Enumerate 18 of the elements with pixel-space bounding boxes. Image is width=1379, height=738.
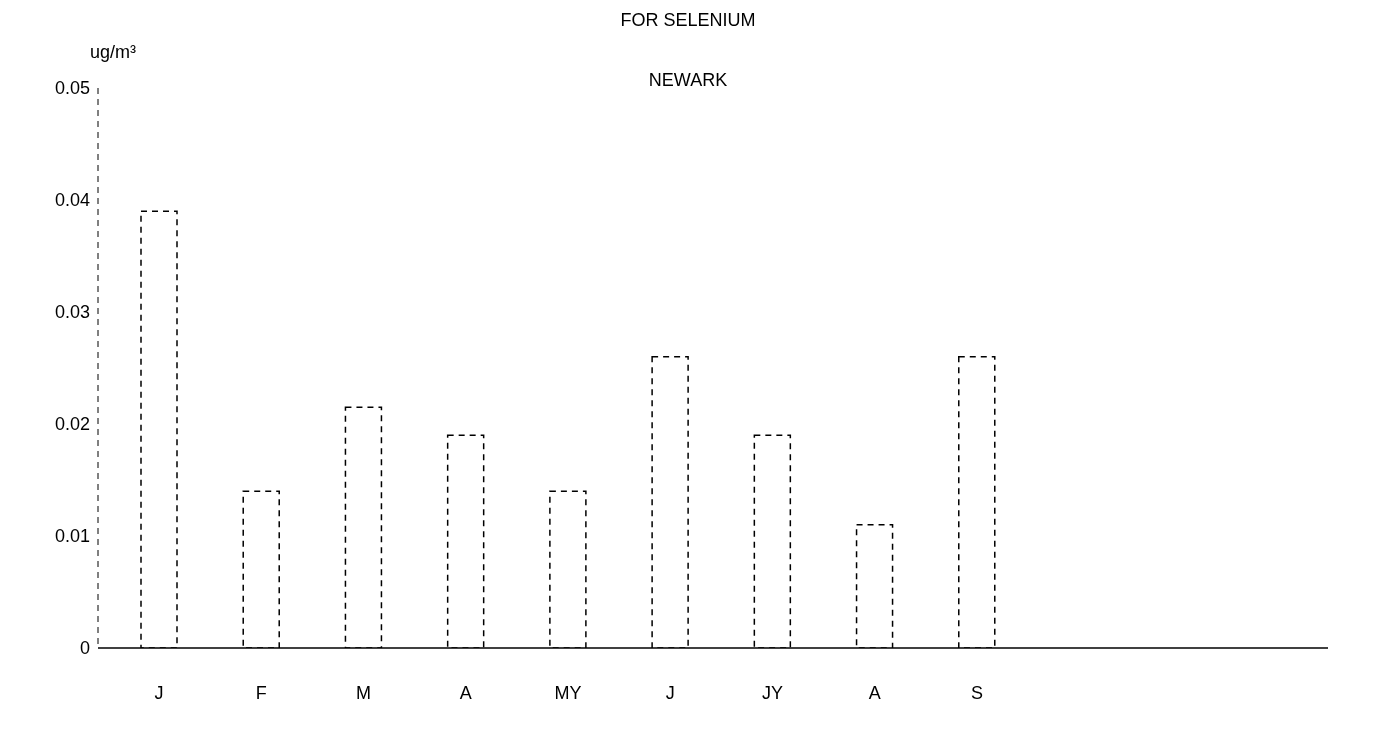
x-tick-label: J	[154, 682, 164, 703]
y-tick-label: 0.03	[54, 302, 90, 323]
x-tick-label: F	[255, 682, 267, 703]
y-axis-title: ug/m³	[90, 42, 137, 63]
x-tick-label: JY	[761, 682, 783, 703]
y-tick-label: 0.05	[54, 78, 90, 99]
chart-title: FOR SELENIUM	[619, 10, 757, 31]
chart-subtitle: NEWARK	[648, 70, 728, 90]
x-tick-label: J	[665, 682, 675, 703]
x-tick-label: M	[356, 682, 372, 703]
x-tick-label: A	[868, 682, 881, 703]
x-tick-label: MY	[554, 682, 582, 703]
x-tick-label: A	[459, 682, 472, 703]
y-tick-label: 0.02	[54, 414, 90, 435]
y-tick-label: 0.04	[54, 190, 90, 211]
y-tick-label: 0.01	[54, 526, 90, 547]
x-tick-label: S	[970, 682, 983, 703]
y-tick-label: 0	[79, 638, 90, 659]
